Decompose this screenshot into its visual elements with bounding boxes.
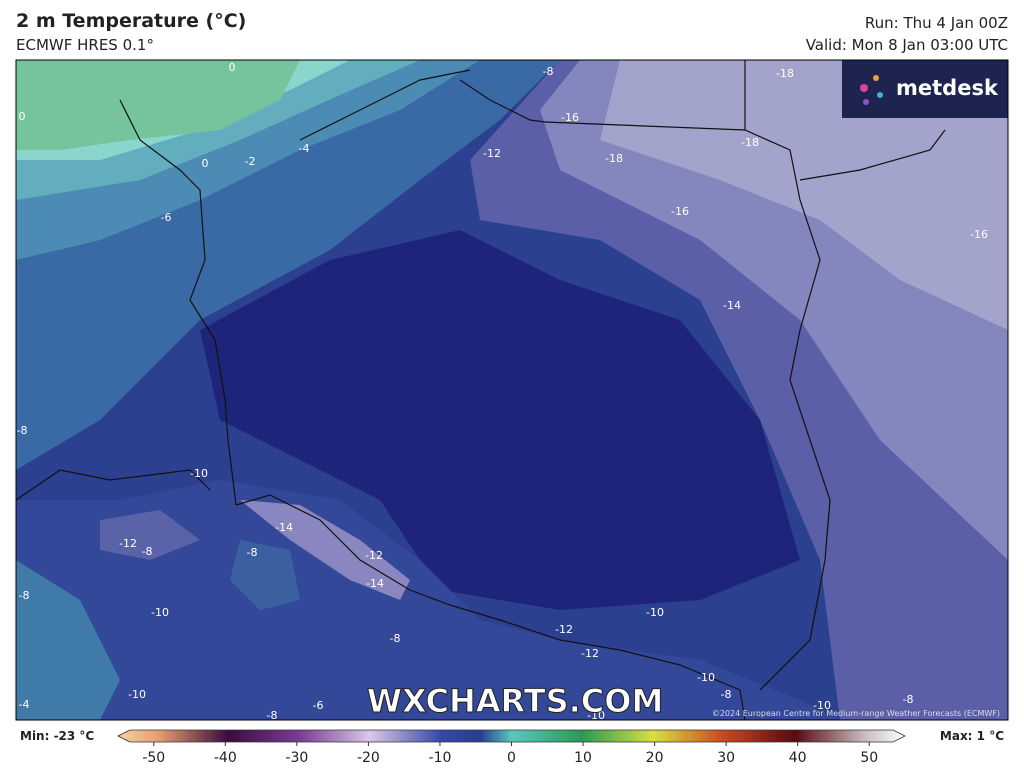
colorbar-tick-label: 20 xyxy=(646,750,664,766)
logo-box xyxy=(842,60,1008,118)
contour-label: -14 xyxy=(366,577,384,590)
title: 2 m Temperature (°C) xyxy=(16,10,247,32)
min-label: Min: -23 °C xyxy=(20,729,94,743)
contour-label: -8 xyxy=(142,545,153,558)
logo-text: metdesk xyxy=(896,76,999,100)
colorbar-tick-label: -40 xyxy=(214,750,237,766)
contour-label: -10 xyxy=(128,688,146,701)
colorbar-tick-label: -30 xyxy=(285,750,308,766)
contour-label: -4 xyxy=(299,142,310,155)
contour-label: -8 xyxy=(267,709,278,722)
contour-label: -12 xyxy=(365,549,383,562)
contour-label: -8 xyxy=(543,65,554,78)
contour-label: -14 xyxy=(275,521,293,534)
colorbar-tick-label: -10 xyxy=(429,750,452,766)
contour-label: -18 xyxy=(776,67,794,80)
subtitle: ECMWF HRES 0.1° xyxy=(16,36,154,54)
contour-labels: 0 -8 -18 -16 0 -18 -18 0 -2 -4 -12 -6 -16 -16 -14 -8 -10… xyxy=(17,61,988,722)
contour-label: -8 xyxy=(17,424,28,437)
colorbar-scale xyxy=(117,729,906,743)
contour-label: -12 xyxy=(119,537,137,550)
contour-label: -12 xyxy=(581,647,599,660)
contour-label: -14 xyxy=(723,299,741,312)
colorbar-tick-label: 30 xyxy=(717,750,735,766)
map-frame xyxy=(15,59,1009,721)
colorbar-tick-label: 10 xyxy=(574,750,592,766)
contour-label: -10 xyxy=(813,699,831,712)
contour-label: -10 xyxy=(587,709,605,722)
contour-label: -16 xyxy=(671,205,689,218)
contour-label: -8 xyxy=(903,693,914,706)
contour-label: -10 xyxy=(151,606,169,619)
copyright: ©2024 European Centre for Medium-range W… xyxy=(712,709,1000,718)
colorbar-tick-label: 50 xyxy=(860,750,878,766)
contour-label: -8 xyxy=(721,688,732,701)
colorbar: -50 -40 -30 -20 -10 0 10 20 30 40 50 xyxy=(117,729,906,766)
max-label: Max: 1 °C xyxy=(940,729,1004,743)
contour-label: -10 xyxy=(190,467,208,480)
valid-time: Valid: Mon 8 Jan 03:00 UTC xyxy=(805,36,1008,54)
colorbar-tick-label: 0 xyxy=(507,750,516,766)
contour-label: -12 xyxy=(483,147,501,160)
colorbar-tick-label: 40 xyxy=(789,750,807,766)
map-fill xyxy=(16,60,1008,720)
contour-label: -16 xyxy=(970,228,988,241)
contour-label: -10 xyxy=(697,671,715,684)
contour-label: 0 xyxy=(19,110,26,123)
watermark: WXCHARTS.COM xyxy=(367,682,664,720)
contour-label: -2 xyxy=(245,155,256,168)
contour-label: -12 xyxy=(555,623,573,636)
contour-label: -8 xyxy=(390,632,401,645)
contour-label: 0 xyxy=(229,61,236,74)
contour-label: -8 xyxy=(19,589,30,602)
logo-mark xyxy=(860,75,883,105)
contour-label: -16 xyxy=(561,111,579,124)
colorbar-tick-label: -50 xyxy=(142,750,165,766)
contour-label: -8 xyxy=(247,546,258,559)
contour-label: -6 xyxy=(313,699,324,712)
contour-label: -18 xyxy=(605,152,623,165)
colorbar-tick-label: -20 xyxy=(357,750,380,766)
contour-label: -18 xyxy=(741,136,759,149)
borders xyxy=(16,60,946,720)
contour-label: -6 xyxy=(161,211,172,224)
contour-label: -10 xyxy=(646,606,664,619)
contour-label: 0 xyxy=(202,157,209,170)
run-time: Run: Thu 4 Jan 00Z xyxy=(864,14,1008,32)
contour-label: -4 xyxy=(19,698,30,711)
